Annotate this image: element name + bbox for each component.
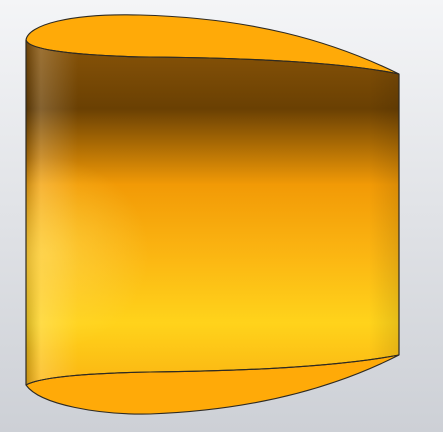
model-left-glow	[26, 39, 399, 385]
model-top-inner-edge	[25, 39, 400, 75]
model-bottom-inner-edge	[25, 354, 400, 386]
